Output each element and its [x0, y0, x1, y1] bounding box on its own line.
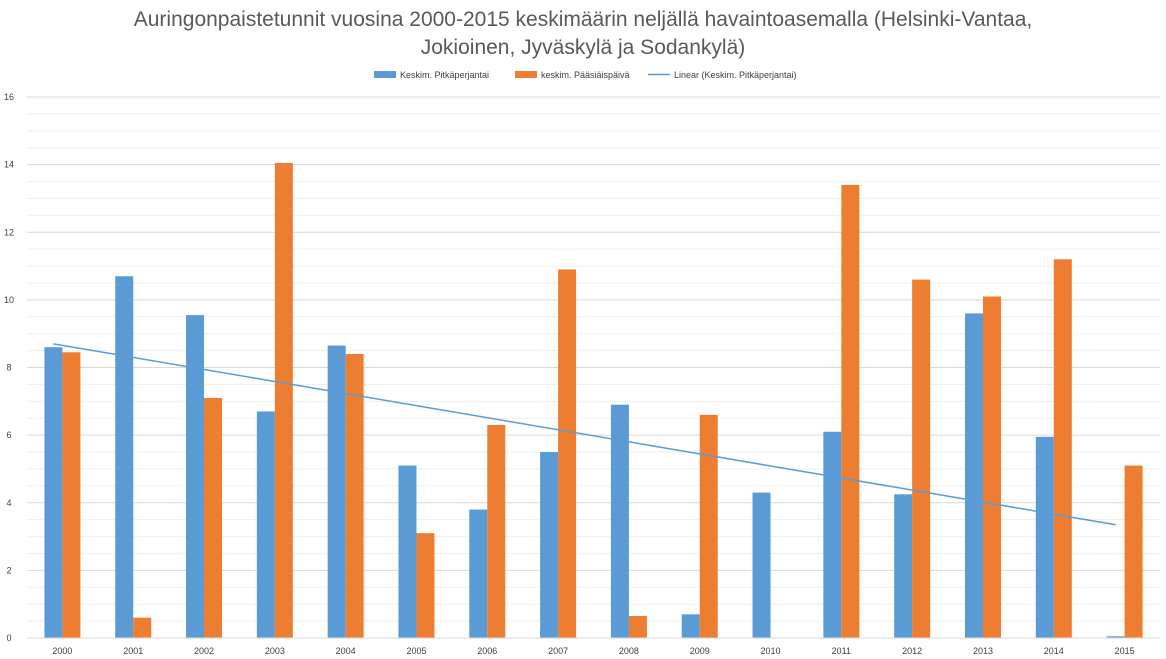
bar-pitkaperjantai-2004 [327, 345, 346, 638]
bar-pitkaperjantai-2007 [540, 452, 559, 638]
bar-pitkaperjantai-2013 [964, 313, 983, 638]
trendline [53, 343, 1116, 526]
bar-pitkaperjantai-2011 [823, 431, 842, 638]
y-tick-label: 8 [6, 363, 11, 373]
y-tick-label: 12 [4, 227, 14, 237]
y-tick-label: 14 [4, 160, 14, 170]
x-tick-label: 2014 [1044, 646, 1064, 656]
x-tick-label: 2001 [123, 646, 143, 656]
bar-paasiaispaiva-2001 [133, 617, 152, 638]
bar-pitkaperjantai-2014 [1035, 436, 1054, 638]
bar-pitkaperjantai-2002 [186, 315, 205, 638]
bar-paasiaispaiva-2009 [699, 414, 718, 638]
y-axis-tick-labels: 0 2 4 6 8 10 12 14 16 [4, 92, 14, 643]
bar-paasiaispaiva-2015 [1124, 465, 1143, 638]
bar-pitkaperjantai-2009 [681, 614, 700, 638]
x-tick-label: 2011 [832, 646, 851, 656]
legend-label-trendline: Linear (Keskim. Pitkäperjantai) [674, 70, 797, 80]
y-tick-label: 10 [4, 295, 14, 305]
bar-pitkaperjantai-2010 [752, 492, 771, 638]
legend-label-paasiaispaiva: keskim. Pääsiäispäivä [541, 70, 630, 80]
legend-entry-pitkaperjantai: Keskim. Pitkäperjantai [374, 70, 489, 80]
x-tick-label: 2002 [194, 646, 214, 656]
bars [44, 162, 1143, 638]
bar-paasiaispaiva-2003 [274, 162, 293, 638]
bar-pitkaperjantai-2005 [398, 465, 417, 638]
bar-pitkaperjantai-2006 [469, 509, 488, 638]
x-tick-label: 2015 [1115, 646, 1135, 656]
y-tick-label: 2 [6, 565, 11, 575]
bar-paasiaispaiva-2006 [487, 424, 506, 638]
bar-paasiaispaiva-2008 [628, 616, 647, 638]
x-tick-label: 2005 [406, 646, 426, 656]
chart-title-line-2: Jokioinen, Jyväskylä ja Sodankylä) [421, 36, 746, 59]
x-tick-label: 2007 [548, 646, 568, 656]
y-tick-label: 0 [6, 633, 11, 643]
y-tick-label: 16 [4, 92, 14, 102]
x-tick-label: 2006 [477, 646, 497, 656]
x-axis-tick-labels: 2000 2001 2002 2003 2004 2005 2006 2007 2008 2009… [52, 646, 1134, 656]
bar-pitkaperjantai-2001 [115, 276, 134, 638]
bar-paasiaispaiva-2005 [416, 533, 435, 638]
bar-paasiaispaiva-2004 [345, 353, 364, 638]
bar-paasiaispaiva-2011 [841, 184, 860, 638]
x-tick-label: 2009 [690, 646, 710, 656]
legend-label-pitkaperjantai: Keskim. Pitkäperjantai [400, 70, 489, 80]
bar-paasiaispaiva-2013 [982, 296, 1001, 638]
bar-paasiaispaiva-2007 [558, 269, 577, 638]
bar-pitkaperjantai-2015 [1106, 636, 1125, 638]
trendline-layer [53, 343, 1116, 526]
bar-pitkaperjantai-2003 [256, 411, 275, 638]
bar-paasiaispaiva-2002 [204, 397, 223, 638]
chart-title-line-1: Auringonpaistetunnit vuosina 2000-2015 k… [134, 8, 1032, 31]
legend-swatch-paasiaispaiva [515, 71, 537, 78]
x-tick-label: 2000 [52, 646, 72, 656]
y-tick-label: 4 [6, 498, 11, 508]
x-tick-label: 2003 [265, 646, 285, 656]
y-tick-label: 6 [6, 430, 11, 440]
x-tick-label: 2013 [973, 646, 993, 656]
bar-pitkaperjantai-2008 [610, 404, 629, 638]
x-tick-label: 2008 [619, 646, 639, 656]
x-tick-label: 2012 [902, 646, 922, 656]
bar-paasiaispaiva-2000 [62, 352, 81, 638]
bar-pitkaperjantai-2000 [44, 347, 63, 638]
chart-title: Auringonpaistetunnit vuosina 2000-2015 k… [134, 8, 1032, 59]
bar-paasiaispaiva-2014 [1053, 259, 1072, 638]
legend-swatch-pitkaperjantai [374, 71, 396, 78]
legend: Keskim. Pitkäperjantai keskim. Pääsiäisp… [374, 70, 797, 80]
x-tick-label: 2004 [336, 646, 356, 656]
x-tick-label: 2010 [761, 646, 781, 656]
legend-entry-trendline: Linear (Keskim. Pitkäperjantai) [648, 70, 797, 80]
bar-pitkaperjantai-2012 [894, 494, 913, 638]
legend-entry-paasiaispaiva: keskim. Pääsiäispäivä [515, 70, 630, 80]
bar-paasiaispaiva-2012 [912, 279, 931, 638]
